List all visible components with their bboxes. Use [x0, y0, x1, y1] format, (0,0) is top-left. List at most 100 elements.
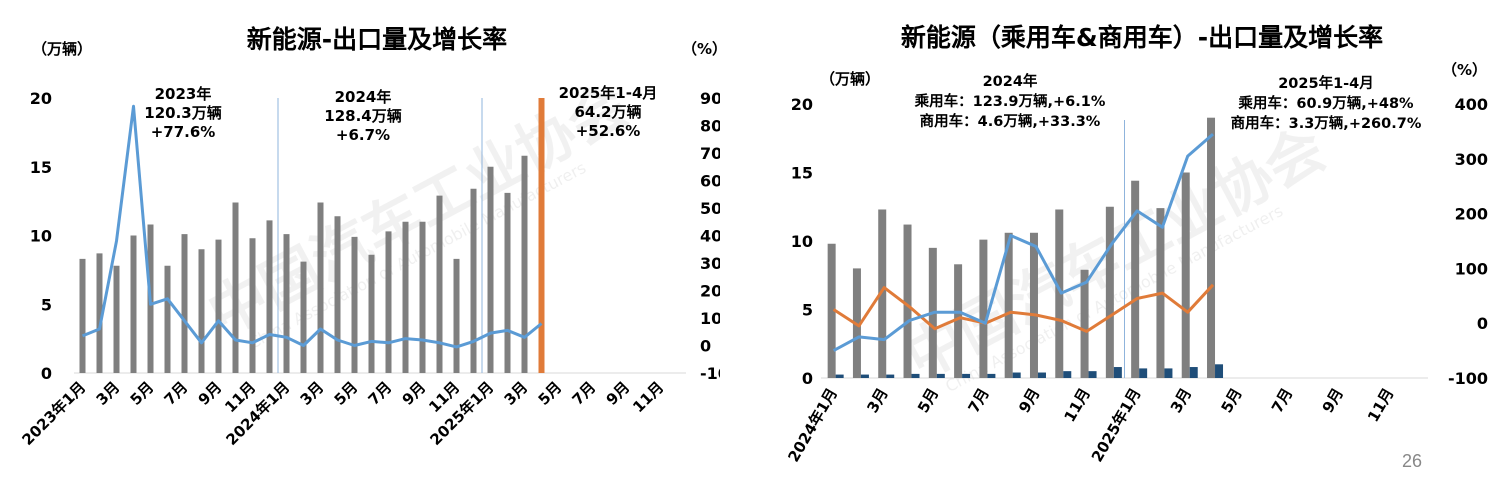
bar-commercial — [860, 374, 869, 378]
y2-tick-label: 500 — [700, 199, 720, 218]
left-y-axis: 0 5 10 15 20 — [791, 95, 813, 388]
bar — [215, 239, 222, 373]
annotation-2024: 2024年 128.4万辆 +6.7% — [324, 88, 401, 144]
annotation-line: 2025年1-4月 — [559, 84, 658, 102]
bar-commercial — [911, 373, 920, 378]
bar-passenger — [979, 239, 988, 378]
annotation-line: 2023年 — [155, 85, 212, 103]
annotation-line: 商用车：3.3万辆,+260.7% — [1231, 114, 1422, 132]
left-axis-unit: （万辆） — [820, 70, 880, 88]
left-axis-unit: （万辆） — [32, 40, 92, 58]
y2-tick-label: 400 — [700, 227, 720, 246]
annotation-line: +52.6% — [576, 122, 641, 140]
x-tick-label: 7月 — [965, 385, 993, 416]
bar-commercial — [987, 373, 996, 378]
bar-commercial — [936, 373, 945, 378]
annotation-line: +6.7% — [336, 126, 390, 144]
bar — [164, 265, 171, 373]
annotation-2025: 2025年1-4月 64.2万辆 +52.6% — [559, 84, 658, 140]
y2-tick-label: -100 — [1448, 369, 1488, 388]
bar — [266, 220, 273, 373]
x-tick-label: 11月 — [629, 378, 667, 416]
bar-commercial — [1063, 371, 1072, 378]
bar — [487, 166, 494, 373]
x-tick-label: 7月 — [1268, 385, 1296, 416]
x-tick-label: 7月 — [365, 378, 396, 409]
bar-passenger — [1080, 269, 1089, 378]
y2-tick-label: 600 — [700, 172, 720, 191]
x-tick-label: 3月 — [1167, 385, 1195, 416]
y2-tick-label: -100 — [700, 364, 720, 383]
annotation-line: 2024年 — [983, 72, 1038, 90]
y-tick-label: 0 — [802, 369, 813, 388]
chart-export-volume-growth: 中国汽车工业协会 China Association of Automobile… — [18, 25, 720, 449]
bar — [79, 258, 86, 373]
bar — [538, 98, 545, 373]
y2-tick-label: 800 — [700, 117, 720, 136]
annotation-line: 商用车：4.6万辆,+33.3% — [920, 112, 1101, 130]
bar — [453, 258, 460, 373]
y2-tick-label: 100 — [1455, 259, 1488, 278]
annotation-line: 2024年 — [335, 88, 392, 106]
x-tick-label: 2023年1月 — [18, 378, 89, 449]
watermark-cn: 中国汽车工业协会 — [197, 71, 639, 349]
growth-line — [81, 104, 543, 349]
y-tick-label: 15 — [791, 164, 813, 183]
annotation-line: 乘用车：123.9万辆,+6.1% — [914, 92, 1106, 110]
bar-commercial — [1215, 364, 1224, 378]
y2-tick-label: 100 — [700, 309, 720, 328]
annotation-line: 2025年1-4月 — [1278, 74, 1374, 92]
bar — [300, 261, 307, 373]
bar-commercial — [886, 374, 895, 378]
x-tick-label: 3月 — [93, 378, 124, 409]
y2-tick-label: 300 — [1455, 150, 1488, 169]
y2-tick-label: 700 — [700, 144, 720, 163]
bar — [419, 221, 426, 373]
chart-area — [74, 98, 686, 374]
y-tick-label: 20 — [30, 89, 52, 108]
bar — [504, 192, 511, 373]
bar-commercial — [1139, 368, 1148, 378]
x-tick-label: 7月 — [161, 378, 192, 409]
y2-tick-label: 900 — [700, 89, 720, 108]
bar-passenger — [1029, 232, 1038, 378]
bar-commercial — [835, 374, 844, 378]
growth-line-commercial — [832, 283, 1215, 333]
bar — [351, 236, 358, 373]
chart-area — [821, 120, 1428, 379]
x-tick-label: 5月 — [127, 378, 158, 409]
y2-tick-label: 200 — [1455, 205, 1488, 224]
annotation-line: +77.6% — [151, 123, 216, 141]
annotation-line: 128.4万辆 — [324, 107, 401, 125]
annotation-2023: 2023年 120.3万辆 +77.6% — [144, 85, 221, 141]
bar — [232, 202, 239, 373]
bar — [96, 253, 103, 373]
x-tick-label: 5月 — [1217, 385, 1245, 416]
bar-passenger — [954, 264, 963, 378]
bar-commercial — [1164, 368, 1173, 378]
bar-passenger — [1207, 117, 1216, 378]
bar-passenger — [1004, 232, 1013, 378]
x-tick-label: 2024年1月 — [784, 385, 841, 465]
bar-passenger — [1181, 172, 1190, 378]
y-tick-label: 10 — [30, 227, 52, 246]
y2-tick-label: 300 — [700, 254, 720, 273]
x-tick-label: 5月 — [914, 385, 942, 416]
page-number: 26 — [1401, 451, 1422, 471]
bar — [317, 202, 324, 373]
bar-commercial — [1189, 367, 1198, 378]
annotation-line: 64.2万辆 — [574, 103, 641, 121]
y-tick-label: 20 — [791, 95, 813, 114]
bar-passenger — [878, 209, 887, 378]
x-tick-label: 9月 — [1319, 385, 1347, 416]
bar-commercial — [1113, 367, 1122, 378]
right-y-axis: -100 0 100 200 300 400 — [1448, 95, 1488, 388]
x-tick-label: 2025年1月 — [1088, 385, 1145, 465]
y-tick-label: 5 — [802, 301, 813, 320]
annotation-line: 120.3万辆 — [144, 104, 221, 122]
bar — [402, 221, 409, 373]
y2-tick-label: 0 — [700, 337, 711, 356]
y2-tick-label: 400 — [1455, 95, 1488, 114]
